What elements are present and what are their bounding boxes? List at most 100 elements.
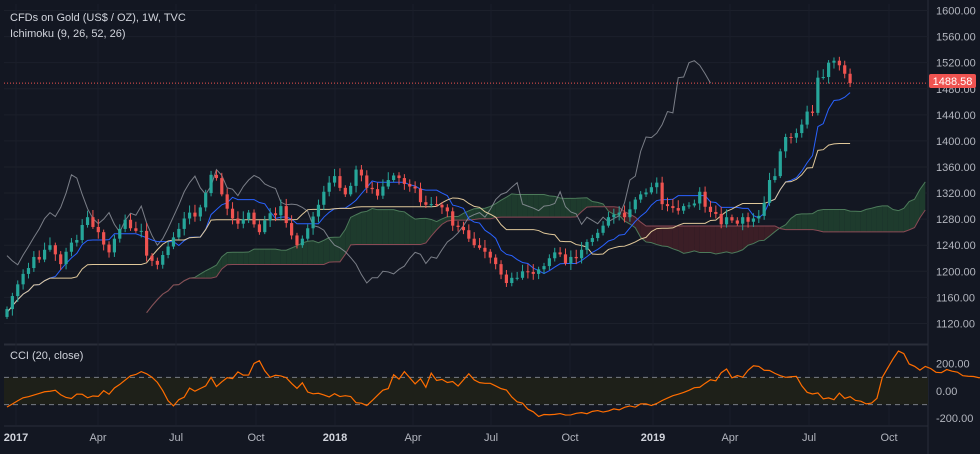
- cloud-segment: [570, 198, 577, 218]
- candle-body: [225, 194, 229, 209]
- candle-body: [542, 266, 546, 270]
- cloud-segment: [211, 265, 217, 279]
- candle-body: [263, 220, 267, 233]
- cloud-segment: [791, 214, 797, 230]
- candle-body: [735, 220, 739, 224]
- cloud-segment: [399, 211, 405, 245]
- candle-body: [214, 174, 219, 179]
- candle-body: [16, 284, 20, 297]
- candle-body: [424, 202, 428, 205]
- cloud-segment: [232, 252, 238, 265]
- candle-body: [85, 217, 90, 226]
- cloud-segment: [377, 209, 383, 245]
- price-tick-label: 1120.00: [936, 318, 975, 330]
- candle-body: [606, 217, 611, 226]
- price-tick-label: 1360.00: [936, 162, 976, 174]
- cloud-segment: [640, 222, 647, 242]
- candle-body: [445, 207, 449, 212]
- cloud-segment: [823, 209, 829, 232]
- candle-body: [660, 182, 664, 205]
- cloud-segment: [694, 225, 700, 253]
- time-tick-label: Apr: [721, 432, 738, 444]
- time-tick-label: 2019: [641, 432, 665, 444]
- cloud-segment: [404, 211, 410, 245]
- candle-body: [429, 204, 433, 206]
- time-tick-label: Oct: [561, 432, 578, 444]
- cloud-segment: [382, 209, 389, 245]
- cci-tick-label: 200.00: [936, 359, 970, 371]
- cci-tick-label: 0.00: [936, 386, 957, 398]
- cloud-segment: [415, 218, 421, 245]
- time-tick-label: Apr: [89, 432, 106, 444]
- cloud-segment: [828, 209, 834, 232]
- candle-body: [220, 178, 224, 195]
- candle-body: [166, 246, 170, 255]
- cloud-segment: [425, 218, 432, 243]
- candle-body: [107, 244, 111, 253]
- candle-body: [241, 219, 245, 224]
- candle-body: [102, 232, 106, 245]
- candle-body: [198, 207, 202, 217]
- candle-body: [75, 239, 79, 243]
- cloud-segment: [527, 194, 534, 218]
- cloud-segment: [909, 199, 915, 230]
- candle-body: [53, 245, 57, 255]
- candle-body: [32, 256, 36, 269]
- cloud-segment: [753, 225, 759, 244]
- cloud-segment: [726, 225, 732, 254]
- cloud-segment: [758, 225, 765, 241]
- cloud-segment: [323, 237, 330, 265]
- candle-body: [526, 271, 530, 273]
- cloud-segment: [678, 225, 684, 254]
- candle-body: [155, 260, 159, 265]
- cloud-segment: [887, 205, 894, 232]
- cloud-segment: [560, 197, 566, 218]
- time-tick-label: Jul: [169, 432, 183, 444]
- candle-body: [327, 182, 331, 192]
- cloud-segment: [737, 225, 743, 252]
- candle-body: [778, 151, 782, 177]
- candle-body: [408, 183, 412, 187]
- candle-body: [204, 193, 208, 208]
- time-tick-label: Oct: [247, 432, 264, 444]
- leading-span-a: [146, 181, 926, 313]
- candle-body: [746, 217, 750, 222]
- time-tick-label: Jul: [484, 432, 498, 444]
- candle-body: [762, 202, 766, 216]
- cloud-segment: [807, 213, 813, 230]
- candle-body: [708, 206, 713, 212]
- candle-body: [494, 257, 498, 265]
- cloud-segment: [468, 208, 475, 221]
- cloud-segment: [366, 208, 373, 245]
- candle-body: [386, 180, 390, 187]
- cloud-segment: [903, 201, 910, 232]
- candle-body: [553, 252, 557, 259]
- candle-body: [247, 212, 251, 220]
- cloud-segment: [388, 209, 394, 245]
- cloud-segment: [243, 252, 249, 265]
- price-tick-label: 1280.00: [936, 214, 976, 226]
- candle-body: [800, 124, 804, 134]
- candle-body: [187, 212, 192, 219]
- cloud-segment: [844, 209, 851, 232]
- candle-body: [520, 271, 525, 278]
- cloud-segment: [538, 194, 544, 218]
- candles: [5, 56, 852, 319]
- candle-body: [515, 277, 519, 279]
- candle-body: [692, 203, 696, 206]
- candle-body: [171, 237, 176, 247]
- cloud-segment: [554, 196, 561, 218]
- candle-body: [558, 252, 562, 255]
- candle-body: [569, 256, 573, 264]
- candle-body: [477, 245, 482, 248]
- candle-body: [499, 264, 503, 275]
- candle-body: [504, 274, 509, 284]
- candle-body: [440, 204, 444, 208]
- cloud-segment: [812, 210, 818, 231]
- candle-body: [622, 212, 627, 218]
- candle-body: [767, 180, 772, 203]
- candle-body: [665, 204, 670, 207]
- cloud-segment: [742, 225, 749, 250]
- cloud-segment: [291, 245, 297, 265]
